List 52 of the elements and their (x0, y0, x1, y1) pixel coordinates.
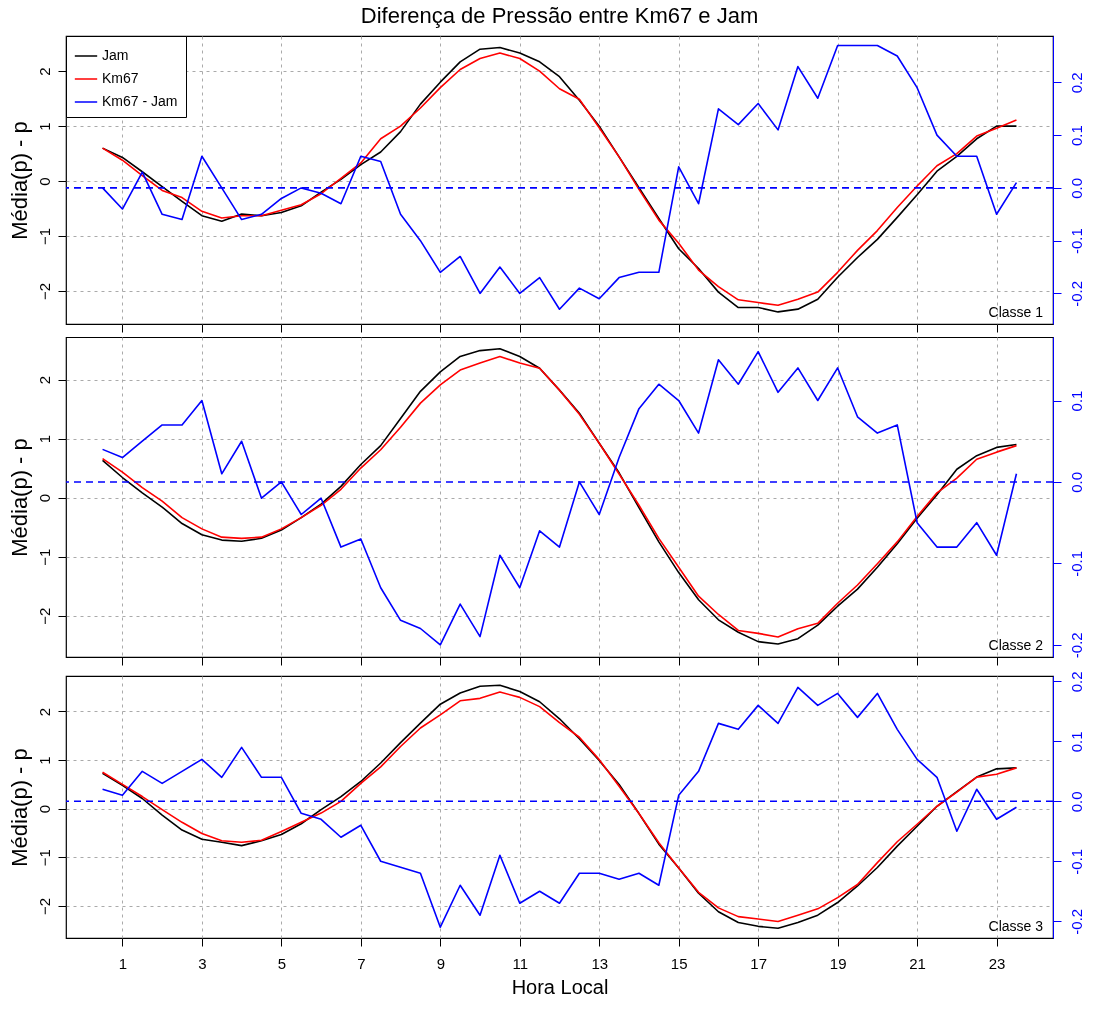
legend-label: Km67 - Jam (102, 93, 178, 109)
y-tick-label: 1 (35, 756, 53, 765)
y-tick-label: −2 (35, 897, 53, 915)
y2-tick-label: -0.1 (1067, 848, 1085, 875)
y2-tick-label: 0.2 (1067, 671, 1085, 693)
chart-title: Diferença de Pressão entre Km67 e Jam (360, 2, 759, 28)
x-tick-label: 3 (198, 954, 207, 972)
x-tick-label: 1 (118, 954, 128, 972)
x-axis-title: Hora Local (511, 975, 609, 998)
y-axis-title: Média(p) - p (6, 748, 32, 867)
x-tick-label: 15 (670, 954, 688, 972)
y-tick-label: 0 (35, 493, 53, 503)
y-tick-label: 0 (35, 177, 53, 186)
x-tick-label: 21 (909, 954, 926, 972)
y2-tick-label: -0.2 (1067, 280, 1085, 307)
y2-tick-label: -0.1 (1067, 228, 1085, 255)
y2-tick-label: -0.2 (1067, 632, 1085, 659)
x-tick-label: 17 (750, 954, 768, 972)
annotation: Classe 3 (988, 918, 1044, 934)
y-tick-label: 1 (35, 434, 53, 444)
x-tick-label: 19 (829, 954, 847, 972)
x-tick-label: 13 (591, 954, 609, 972)
y-tick-label: −2 (35, 607, 53, 625)
annotation: Classe 1 (988, 304, 1044, 320)
y-tick-label: 2 (35, 375, 53, 385)
y2-tick-label: 0.2 (1067, 72, 1085, 94)
legend-label: Km67 (102, 70, 139, 86)
y-tick-label: 2 (35, 67, 53, 76)
y2-tick-label: -0.2 (1067, 908, 1085, 935)
x-tick-label: 5 (277, 954, 287, 972)
legend-label: Jam (102, 47, 129, 63)
y-tick-label: −1 (35, 548, 53, 566)
x-tick-label: 9 (436, 954, 445, 972)
x-tick-label: 11 (512, 954, 529, 972)
x-tick-label: 7 (357, 954, 366, 972)
y-tick-label: −2 (35, 282, 53, 301)
y-tick-label: −1 (35, 228, 53, 246)
y-tick-label: 2 (35, 707, 53, 717)
y-axis-title: Média(p) - p (6, 438, 32, 557)
y2-tick-label: 0.1 (1067, 125, 1085, 147)
y2-tick-label: 0.0 (1067, 177, 1085, 199)
y-tick-label: −1 (35, 849, 53, 867)
y2-tick-label: 0.0 (1067, 791, 1085, 813)
y2-tick-label: -0.1 (1067, 550, 1085, 577)
y-tick-label: 0 (35, 805, 53, 814)
y2-tick-label: 0.1 (1067, 390, 1085, 412)
x-tick-label: 23 (988, 954, 1006, 972)
y2-tick-label: 0.0 (1067, 472, 1085, 493)
y-tick-label: 1 (35, 122, 53, 131)
y2-tick-label: 0.1 (1067, 731, 1085, 753)
annotation: Classe 2 (988, 637, 1044, 653)
y-axis-title: Média(p) - p (6, 121, 32, 240)
